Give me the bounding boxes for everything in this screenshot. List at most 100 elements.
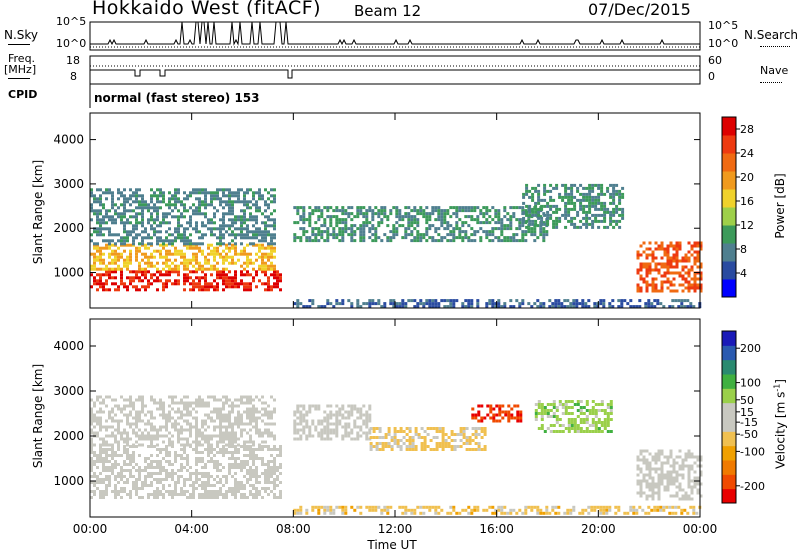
echo-cell (168, 242, 171, 246)
echo-cell (516, 413, 520, 417)
echo-cell (680, 511, 684, 515)
echo-cell (302, 221, 306, 225)
echo-cell (198, 395, 201, 399)
nsearch-tick-lo: 10^0 (708, 37, 739, 50)
echo-cell (267, 203, 270, 207)
echo-cell (413, 511, 417, 515)
echo-cell (276, 448, 279, 451)
echo-cell (323, 206, 327, 210)
echo-cell (255, 200, 258, 204)
echo-cell (506, 511, 510, 515)
echo-cell (273, 410, 276, 414)
echo-cell (302, 218, 306, 222)
echo-cell (258, 227, 261, 231)
echo-cell (519, 410, 523, 414)
nave-tick-lo: 0 (708, 70, 715, 83)
echo-cell (467, 209, 471, 213)
echo-cell (228, 457, 231, 460)
echo-cell (168, 203, 171, 207)
echo-cell (213, 279, 216, 283)
echo-cell (654, 265, 658, 269)
echo-cell (216, 481, 219, 484)
echo-cell (261, 463, 264, 466)
echo-cell (249, 478, 252, 481)
echo-cell (258, 206, 261, 210)
echo-cell (455, 215, 459, 219)
echo-cell (470, 206, 474, 210)
echo-cell (204, 212, 207, 216)
echo-cell (530, 305, 534, 309)
echo-cell (249, 490, 252, 493)
echo-cell (642, 473, 646, 477)
echo-cell (93, 443, 96, 447)
echo-cell (123, 487, 126, 490)
echo-cell (228, 255, 231, 259)
echo-cell (147, 496, 150, 499)
echo-cell (207, 425, 210, 429)
echo-cell (153, 273, 156, 277)
echo-cell (464, 215, 468, 219)
echo-cell (437, 215, 441, 219)
echo-cell (159, 191, 162, 195)
echo-cell (108, 276, 111, 280)
echo-cell (317, 206, 321, 210)
echo-cell (555, 204, 559, 208)
echo-cell (270, 460, 273, 463)
echo-cell (371, 227, 375, 231)
echo-cell (153, 437, 156, 441)
echo-cell (657, 289, 661, 293)
echo-cell (479, 209, 483, 213)
echo-cell (402, 436, 406, 439)
echo-cell (111, 249, 114, 253)
echo-cell (401, 305, 405, 309)
echo-cell (477, 419, 481, 423)
echo-cell (183, 481, 186, 484)
echo-cell (390, 445, 394, 448)
echo-cell (666, 268, 670, 272)
echo-cell (177, 478, 180, 481)
echo-cell (675, 256, 679, 260)
echo-cell (261, 419, 264, 423)
echo-cell (195, 246, 198, 250)
echo-cell (681, 467, 685, 471)
echo-cell (171, 463, 174, 466)
echo-cell (374, 239, 378, 243)
echo-cell (587, 505, 591, 509)
echo-cell (675, 461, 679, 465)
echo-cell (129, 279, 132, 283)
echo-cell (443, 236, 447, 240)
echo-cell (494, 227, 498, 231)
echo-cell (258, 434, 261, 438)
echo-cell (240, 487, 243, 490)
echo-cell (669, 455, 673, 459)
echo-cell (201, 242, 204, 246)
echo-cell (111, 407, 114, 411)
echo-cell (228, 466, 231, 469)
echo-cell (270, 194, 273, 198)
echo-cell (660, 286, 664, 290)
echo-cell (159, 239, 162, 243)
echo-cell (135, 398, 138, 402)
echo-cell (201, 493, 204, 496)
echo-cell (111, 233, 114, 237)
echo-cell (120, 410, 123, 414)
echo-cell (150, 443, 153, 447)
echo-cell (422, 212, 426, 216)
echo-cell (480, 427, 484, 430)
echo-cell (102, 252, 105, 256)
echo-cell (180, 203, 183, 207)
echo-cell (555, 421, 559, 424)
echo-cell (279, 279, 282, 283)
echo-cell (198, 478, 201, 481)
echo-cell (270, 410, 273, 414)
echo-cell (675, 479, 679, 483)
echo-cell (461, 209, 465, 213)
echo-cell (177, 422, 180, 426)
echo-cell (126, 416, 129, 420)
echo-cell (635, 305, 639, 309)
echo-cell (506, 236, 510, 240)
echo-cell (492, 419, 496, 423)
echo-cell (168, 227, 171, 231)
echo-cell (572, 305, 576, 309)
echo-cell (135, 445, 138, 448)
